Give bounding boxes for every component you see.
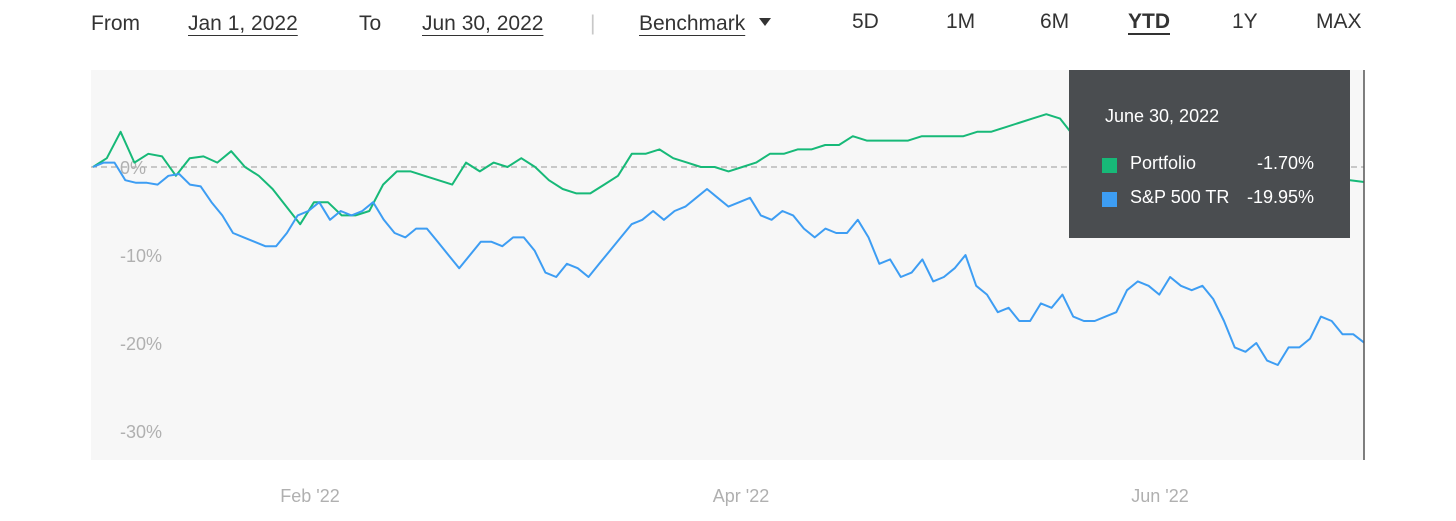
caret-down-icon: [759, 18, 772, 27]
tooltip-series-value: -1.70%: [1256, 153, 1314, 173]
range-6m[interactable]: 6M: [1040, 10, 1070, 33]
sp500-swatch-icon: [1102, 192, 1117, 207]
y-tick-label: -30%: [120, 422, 162, 442]
benchmark-label: Benchmark: [639, 12, 746, 35]
y-tick-label: -10%: [120, 246, 162, 266]
range-5d[interactable]: 5D: [852, 10, 879, 33]
portfolio-swatch-icon: [1102, 158, 1117, 173]
tooltip-series-name: Portfolio: [1130, 153, 1197, 173]
tooltip-date: June 30, 2022: [1105, 106, 1220, 126]
toolbar: From Jan 1, 2022 To Jun 30, 2022 | Bench…: [0, 0, 1456, 60]
tooltip-series-name: S&P 500 TR: [1130, 187, 1230, 207]
range-1m[interactable]: 1M: [946, 10, 976, 33]
tooltip-row-portfolio: Portfolio -1.70%: [1102, 153, 1314, 177]
y-tick-label: 0%: [120, 158, 146, 178]
to-date-picker[interactable]: Jun 30, 2022: [422, 12, 544, 35]
range-ytd[interactable]: YTD: [1128, 10, 1170, 33]
benchmark-dropdown[interactable]: Benchmark: [639, 12, 772, 36]
toolbar-separator: |: [590, 12, 596, 35]
y-tick-label: -20%: [120, 334, 162, 354]
series-line-sp500: [92, 161, 1365, 366]
range-1y[interactable]: 1Y: [1232, 10, 1258, 33]
x-tick-label: Jun '22: [1131, 486, 1188, 506]
from-label: From: [91, 12, 140, 35]
tooltip-row-sp500: S&P 500 TR -19.95%: [1102, 187, 1314, 211]
from-date-picker[interactable]: Jan 1, 2022: [188, 12, 298, 35]
tooltip-series-value: -19.95%: [1246, 187, 1314, 207]
x-tick-label: Apr '22: [713, 486, 769, 506]
range-max[interactable]: MAX: [1316, 10, 1362, 33]
to-label: To: [359, 12, 382, 35]
x-tick-label: Feb '22: [280, 486, 339, 506]
hover-tooltip: June 30, 2022 Portfolio -1.70% S&P 500 T…: [1069, 70, 1350, 238]
